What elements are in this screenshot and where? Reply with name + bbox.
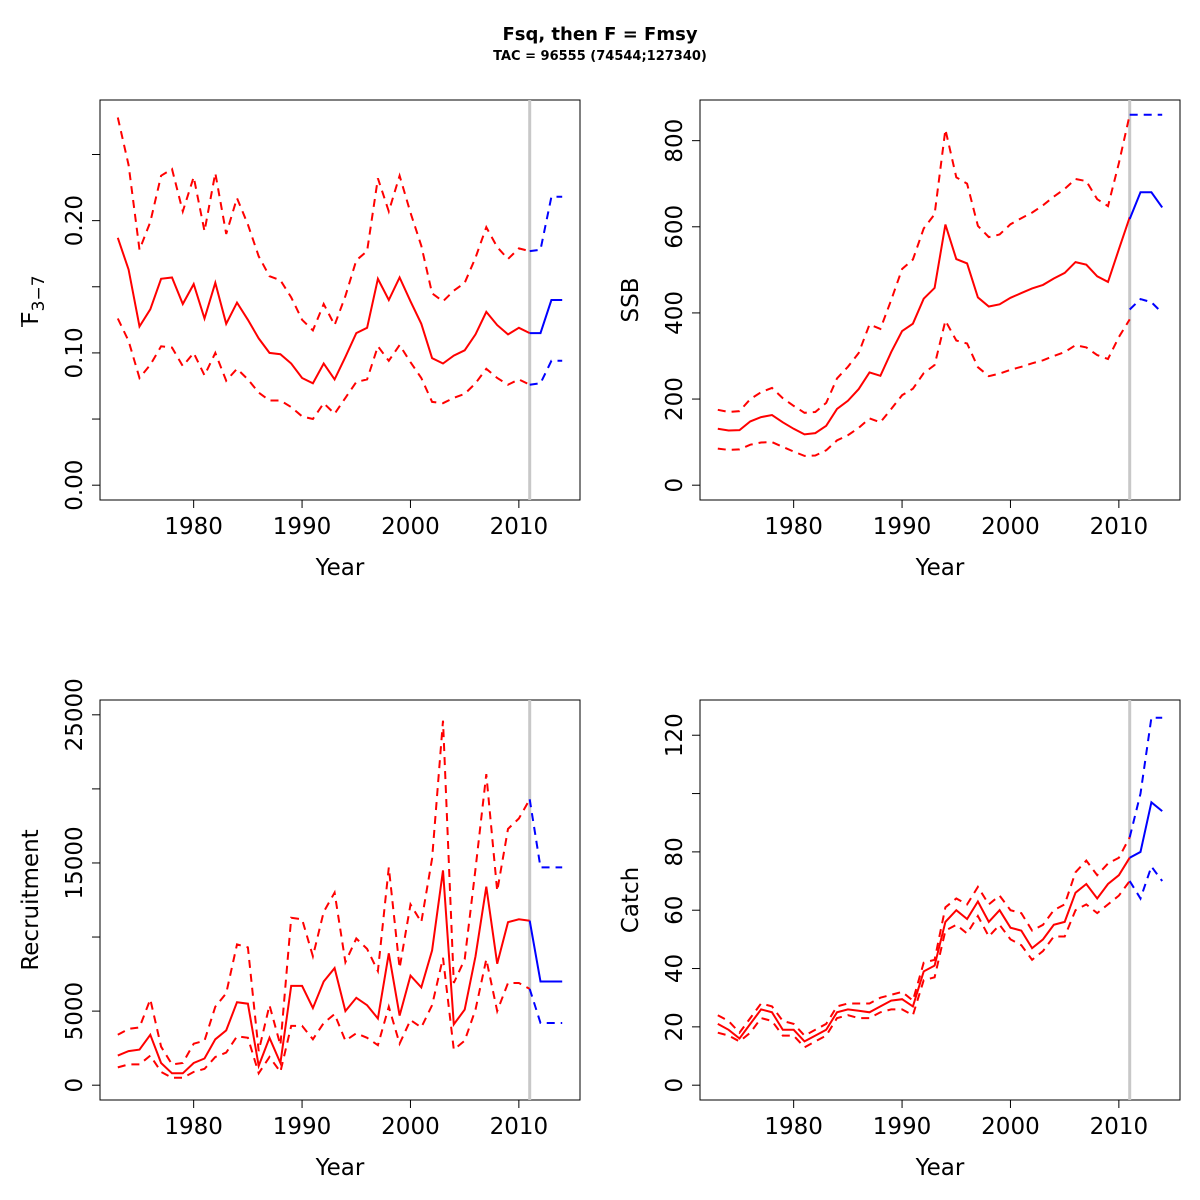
- x-tick-label: 2000: [381, 514, 440, 540]
- series-projection-upper: [1128, 716, 1163, 838]
- panels: 1980 1990 2000 20100.000.100.20YearF3−71980…: [18, 99, 1181, 1181]
- x-axis-label: Year: [915, 555, 965, 581]
- y-tick-label: 400: [662, 291, 688, 335]
- y-axis-label: SSB: [618, 278, 644, 323]
- series-projection-lower: [529, 359, 563, 386]
- y-tick-label: 800: [662, 119, 688, 163]
- panel-ssb: 1980 1990 2000 2010 0 200 400 600 800 Year SSB: [618, 99, 1181, 581]
- series-projection-lower: [528, 988, 563, 1024]
- figure-subtitle: TAC = 96555 (74544;127340): [493, 49, 707, 64]
- series-historic-upper: [116, 117, 530, 333]
- figure-title: Fsq, then F = Fmsy: [502, 24, 697, 45]
- y-tick-label: 0.10: [62, 327, 88, 378]
- y-tick-label: 15000: [62, 826, 88, 899]
- series-projection-estimate: [529, 299, 563, 335]
- y-tick-label: 120: [662, 713, 688, 757]
- panel-catch: 1980 1990 2000 2010 0 20 40 60 80 120 Year Catch: [618, 699, 1181, 1181]
- y-tick-label: 600: [662, 205, 688, 249]
- y-tick-label: 25000: [62, 678, 88, 751]
- plot-frame: [699, 99, 1181, 501]
- series-historic-lower: [717, 317, 1131, 457]
- series-projection-upper: [529, 195, 563, 253]
- y-axis-label-main: F: [18, 311, 44, 324]
- x-tick-label: 1990: [873, 514, 932, 540]
- y-axis-label: Catch: [618, 867, 644, 933]
- y-axis-label: Recruitment: [18, 829, 44, 970]
- x-tick-label: 1980: [164, 514, 223, 540]
- y-tick-label: 0.00: [62, 460, 88, 511]
- series-historic-lower: [117, 957, 531, 1079]
- x-tick-label: 1990: [873, 1114, 932, 1140]
- y-tick-label: 0: [662, 478, 688, 493]
- y-tick-label: 60: [662, 896, 688, 925]
- x-tick-label: 1990: [273, 514, 332, 540]
- series-historic-upper: [717, 114, 1131, 414]
- series-projection-lower: [1129, 297, 1163, 314]
- x-tick-label: 1990: [273, 1114, 332, 1140]
- x-tick-label: 2000: [381, 1114, 440, 1140]
- series-historic-estimate: [717, 857, 1131, 1043]
- x-axis-label: Year: [915, 1155, 965, 1181]
- series-historic-lower: [116, 318, 531, 421]
- x-tick-label: 2010: [490, 1114, 549, 1140]
- x-tick-label: 1980: [764, 514, 823, 540]
- y-tick-label: 80: [662, 837, 688, 866]
- x-tick-label: 2000: [981, 1114, 1040, 1140]
- series-projection-estimate: [528, 920, 563, 983]
- y-tick-label: 20: [662, 1012, 688, 1041]
- y-tick-label: 0: [662, 1078, 688, 1093]
- y-tick-label: 200: [662, 377, 688, 421]
- series-projection-lower: [1128, 864, 1164, 901]
- panel-f: 1980 1990 2000 2010 0.00 0.10 0.20 Year F3−7: [18, 99, 581, 581]
- y-tick-label: 5000: [62, 982, 88, 1041]
- plot-frame: [99, 699, 581, 1101]
- y-axis-label-subscript: 3−7: [29, 275, 49, 311]
- plot-frame: [99, 99, 581, 501]
- series-projection-upper: [528, 799, 563, 869]
- x-tick-label: 2010: [1090, 1114, 1149, 1140]
- series-projection-estimate: [1128, 191, 1164, 220]
- x-axis-label: Year: [315, 555, 365, 581]
- x-tick-label: 2010: [490, 514, 549, 540]
- x-tick-label: 1980: [164, 1114, 223, 1140]
- series-historic-estimate: [116, 237, 531, 385]
- panel-recruitment: 1980 1990 2000 2010 0 5000 15000 25000 Year Recru…: [18, 678, 581, 1181]
- series-projection-estimate: [1129, 800, 1163, 859]
- series-historic-estimate: [117, 870, 530, 1075]
- series-historic-upper: [717, 836, 1131, 1037]
- series-historic-lower: [717, 880, 1131, 1049]
- y-tick-label: 0: [62, 1078, 88, 1093]
- plot-frame: [699, 699, 1181, 1101]
- y-tick-label: 0.20: [62, 195, 88, 246]
- x-tick-label: 1980: [764, 1114, 823, 1140]
- x-axis-label: Year: [315, 1155, 365, 1181]
- x-tick-label: 2010: [1090, 514, 1149, 540]
- y-axis-label: F3−7: [18, 275, 49, 324]
- y-tick-label: 40: [662, 954, 688, 983]
- x-tick-label: 2000: [981, 514, 1040, 540]
- series-historic-estimate: [717, 216, 1131, 436]
- series-historic-upper: [117, 720, 531, 1066]
